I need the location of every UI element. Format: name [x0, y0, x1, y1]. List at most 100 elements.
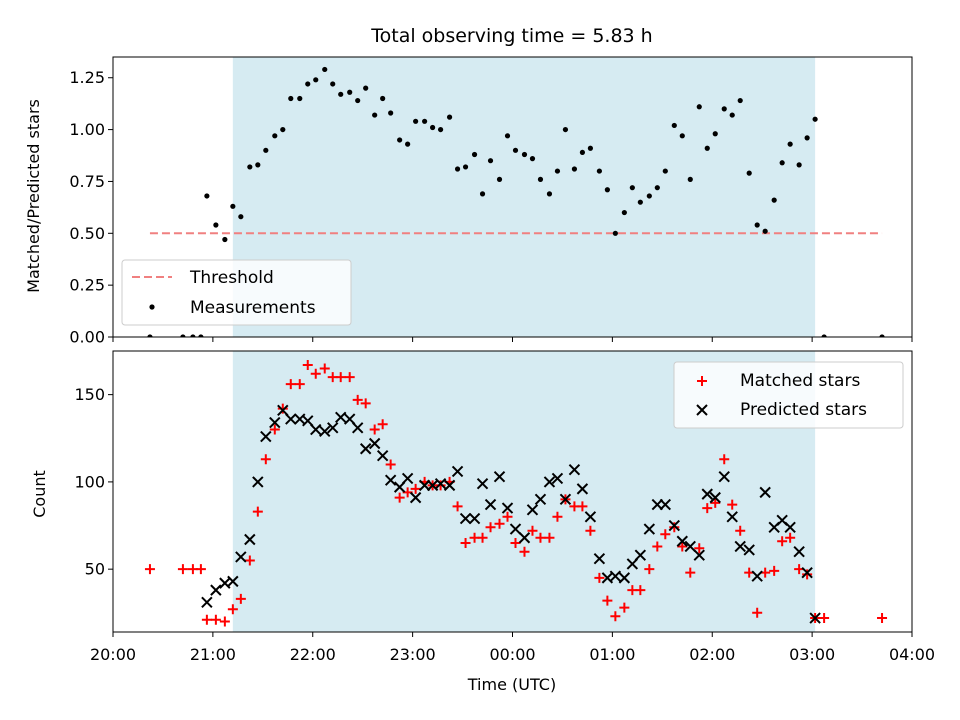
matched-star-point: [219, 616, 230, 627]
predicted-star-point: [518, 532, 531, 544]
predicted-star-point: [285, 413, 297, 425]
predicted-star-point: [793, 546, 805, 558]
matched-star-point: [177, 564, 188, 575]
matched-star-point: [585, 525, 596, 536]
matched-star-point: [477, 532, 488, 543]
predicted-star-point: [260, 430, 272, 443]
measurement-point: [779, 160, 785, 166]
measurement-point: [347, 89, 353, 95]
measurement-point: [754, 222, 760, 228]
predicted-star-point: [701, 488, 713, 500]
predicted-star-point: [734, 540, 746, 553]
predicted-star-point: [451, 465, 464, 478]
matched-star-point: [644, 564, 655, 575]
legend-box: [121, 259, 352, 326]
matched-star-point: [260, 454, 271, 465]
measurement-point: [147, 334, 153, 337]
measurement-point: [812, 116, 818, 122]
bottom-axes-labels: Count Time (UTC): [30, 470, 556, 694]
measurement-point: [430, 124, 436, 131]
matched-star-point: [302, 359, 313, 370]
matched-star-point: [777, 536, 788, 547]
x-tick-label: 20:00: [90, 645, 136, 664]
measurement-point: [737, 97, 743, 104]
matched-star-point: [285, 379, 296, 390]
measurement-point: [363, 85, 369, 91]
matched-star-point: [710, 497, 721, 508]
matched-star-point: [352, 394, 363, 405]
predicted-star-point: [784, 521, 796, 533]
matched-star-point: [677, 541, 688, 552]
measurement-point: [771, 197, 777, 203]
measurement-point: [305, 81, 311, 87]
measurement-point: [579, 149, 586, 156]
matched-star-point: [727, 499, 738, 510]
predicted-star-point: [534, 493, 547, 506]
predicted-star-point: [368, 437, 381, 450]
matched-star-point: [201, 614, 212, 625]
y-tick-label: 100: [74, 472, 105, 491]
measurement-point: [397, 137, 403, 143]
matched-star-point: [394, 492, 405, 503]
matched-star-point: [360, 398, 371, 409]
matched-star-point: [485, 522, 496, 533]
predicted-star-point: [319, 425, 331, 437]
predicted-star-point: [543, 476, 556, 488]
measurement-point: [546, 191, 553, 197]
predicted-star-point: [277, 404, 289, 417]
predicted-star-point: [584, 511, 597, 523]
measurement-point: [679, 133, 685, 139]
measurement-point: [313, 77, 319, 83]
y-tick-label: 1.25: [69, 68, 105, 87]
matched-star-point: [702, 503, 713, 514]
predicted-star-point: [634, 549, 647, 561]
measurement-point: [446, 114, 453, 120]
measurement-point: [804, 135, 810, 141]
measurement-point: [604, 187, 610, 193]
x-tick-label: 21:00: [190, 645, 236, 664]
x-axis-label: Time (UTC): [467, 675, 556, 694]
predicted-star-point: [244, 533, 256, 546]
predicted-star-point: [659, 498, 672, 511]
matched-star-point: [544, 532, 555, 543]
predicted-star-point: [335, 411, 347, 424]
legend-measurements-label: Measurements: [190, 298, 316, 318]
predicted-star-point: [751, 570, 763, 582]
predicted-star-point: [509, 523, 522, 535]
predicted-star-point: [709, 491, 721, 504]
matched-star-point: [577, 501, 588, 512]
measurement-point: [437, 126, 444, 133]
measurement-point: [190, 334, 196, 337]
x-tick-label: 00:00: [489, 645, 535, 664]
measurement-point: [529, 156, 536, 162]
measurement-point: [654, 185, 660, 191]
measurement-point: [388, 110, 394, 116]
predicted-star-point: [493, 470, 506, 483]
predicted-star-point: [609, 570, 622, 582]
matched-star-point: [594, 572, 605, 583]
predicted-star-point: [443, 479, 456, 492]
matched-star-point: [452, 501, 463, 512]
measurement-point: [198, 334, 204, 337]
predicted-star-point: [693, 549, 705, 561]
measurement-point: [297, 95, 303, 102]
matched-star-point: [385, 459, 396, 470]
measurement-point: [204, 193, 210, 199]
predicted-star-point: [384, 474, 397, 486]
measurement-point: [879, 334, 885, 337]
matched-star-point: [785, 532, 796, 543]
x-tick-label: 23:00: [390, 645, 436, 664]
matched-star-point: [735, 525, 746, 536]
predicted-star-point: [726, 511, 738, 523]
predicted-star-point: [327, 422, 339, 434]
matched-star-point: [719, 454, 730, 465]
matched-star-point: [244, 555, 255, 566]
matched-star-point: [369, 424, 380, 435]
measurement-point: [487, 158, 494, 164]
matched-star-point: [252, 506, 263, 517]
measurement-point: [330, 81, 336, 87]
measurement-point: [512, 147, 519, 153]
top-chart-title: Total observing time = 5.83 h: [370, 25, 652, 47]
predicted-star-point: [376, 450, 389, 462]
